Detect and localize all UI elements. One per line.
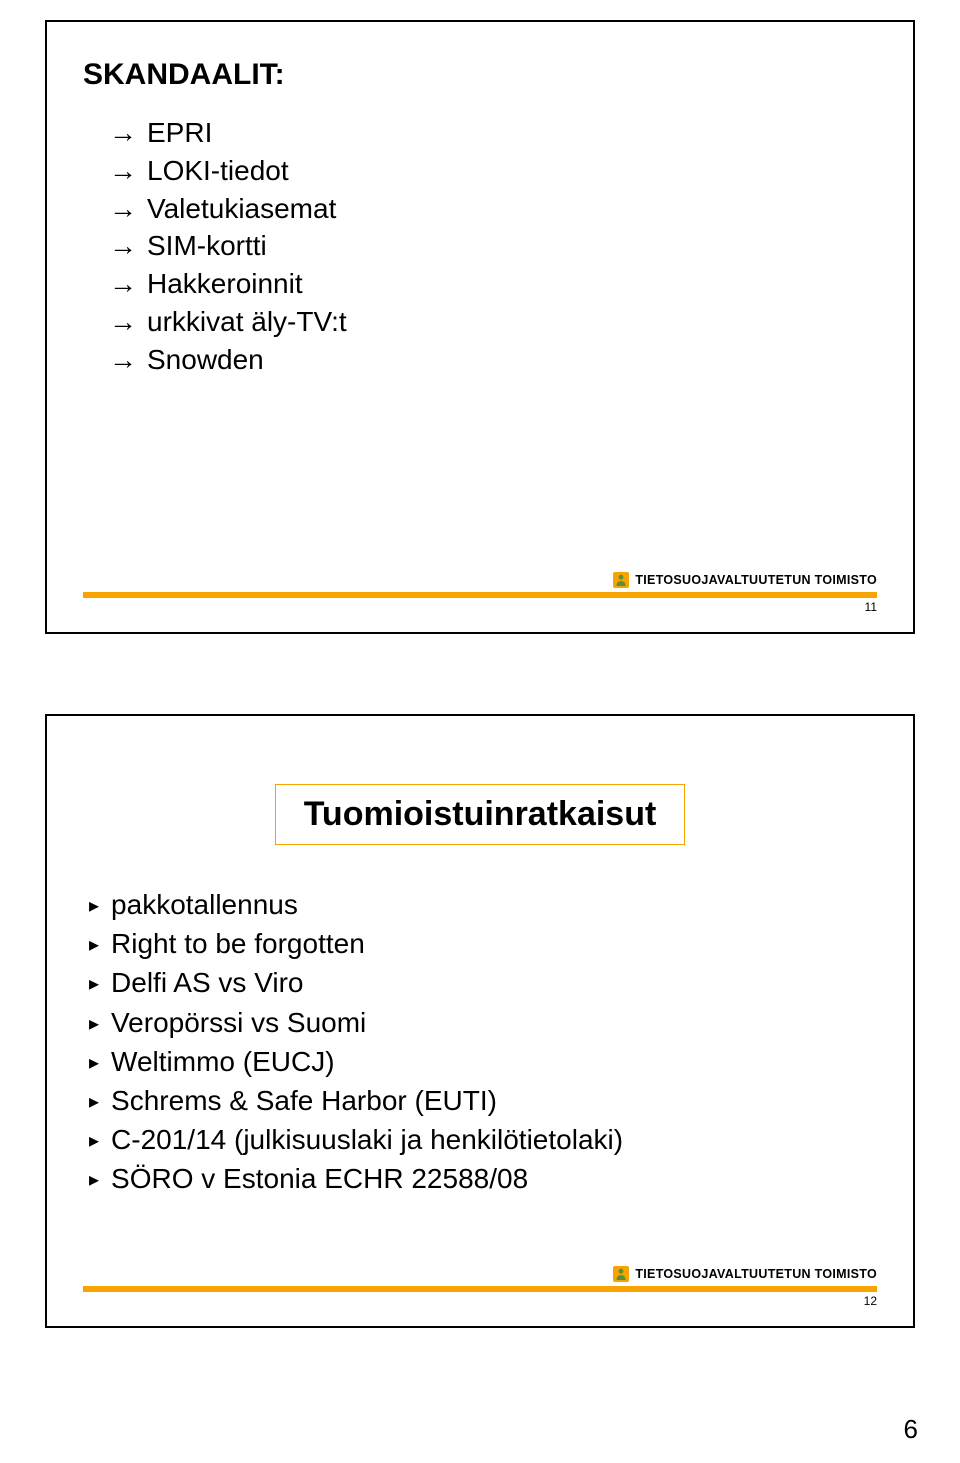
office-label-row: TIETOSUOJAVALTUUTETUN TOIMISTO (83, 572, 877, 588)
office-label-row: TIETOSUOJAVALTUUTETUN TOIMISTO (83, 1266, 877, 1282)
person-icon (613, 572, 629, 588)
list-item: pakkotallennus (89, 885, 877, 924)
list-item: LOKI-tiedot (109, 152, 877, 190)
page-container: SKANDAALIT: EPRI LOKI-tiedot Valetukiase… (0, 0, 960, 1463)
slide2-list: pakkotallennus Right to be forgotten Del… (83, 885, 877, 1199)
list-item: Hakkeroinnit (109, 265, 877, 303)
list-item: Delfi AS vs Viro (89, 963, 877, 1002)
page-number: 6 (904, 1414, 918, 1445)
list-item: Schrems & Safe Harbor (EUTI) (89, 1081, 877, 1120)
list-item: SÖRO v Estonia ECHR 22588/08 (89, 1159, 877, 1198)
office-label: TIETOSUOJAVALTUUTETUN TOIMISTO (635, 573, 877, 587)
slide1-title: SKANDAALIT: (83, 58, 877, 92)
slide2-number: 12 (83, 1294, 877, 1308)
slide-1: SKANDAALIT: EPRI LOKI-tiedot Valetukiase… (45, 20, 915, 634)
slide1-number: 11 (83, 600, 877, 614)
slide1-footer: TIETOSUOJAVALTUUTETUN TOIMISTO 11 (83, 572, 877, 614)
slide-underline (83, 1286, 877, 1292)
slide2-footer: TIETOSUOJAVALTUUTETUN TOIMISTO 12 (83, 1266, 877, 1308)
slide1-list: EPRI LOKI-tiedot Valetukiasemat SIM-kort… (83, 108, 877, 379)
slide-2: Tuomioistuinratkaisut pakkotallennus Rig… (45, 714, 915, 1328)
slide2-boxed-title: Tuomioistuinratkaisut (275, 784, 686, 845)
list-item: Veropörssi vs Suomi (89, 1003, 877, 1042)
list-item: C-201/14 (julkisuuslaki ja henkilötietol… (89, 1120, 877, 1159)
list-item: Snowden (109, 341, 877, 379)
person-icon (613, 1266, 629, 1282)
office-label: TIETOSUOJAVALTUUTETUN TOIMISTO (635, 1267, 877, 1281)
list-item: SIM-kortti (109, 227, 877, 265)
boxed-title-wrap: Tuomioistuinratkaisut (83, 784, 877, 845)
list-item: EPRI (109, 114, 877, 152)
list-item: Valetukiasemat (109, 190, 877, 228)
list-item: Right to be forgotten (89, 924, 877, 963)
slide-underline (83, 592, 877, 598)
list-item: urkkivat äly-TV:t (109, 303, 877, 341)
list-item: Weltimmo (EUCJ) (89, 1042, 877, 1081)
